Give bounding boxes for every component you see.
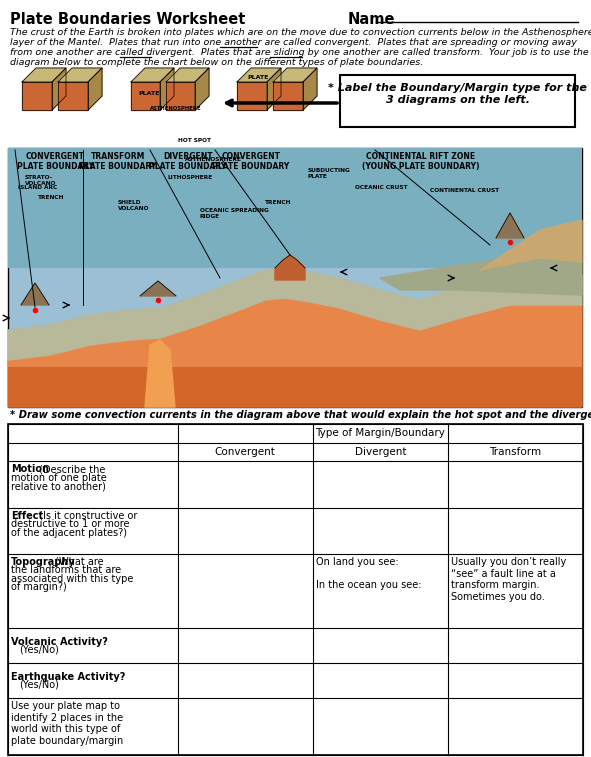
Text: of the adjacent plates?): of the adjacent plates?) bbox=[11, 528, 127, 537]
Text: CONTINENTAL RIFT ZONE
(YOUNG PLATE BOUNDARY): CONTINENTAL RIFT ZONE (YOUNG PLATE BOUND… bbox=[362, 152, 479, 171]
Text: Divergent: Divergent bbox=[355, 447, 406, 456]
Text: CONVERGENT
PLATE BOUNDARY: CONVERGENT PLATE BOUNDARY bbox=[212, 152, 289, 171]
Text: ASTHENOSPHERE: ASTHENOSPHERE bbox=[150, 106, 202, 111]
Text: Motion: Motion bbox=[11, 464, 49, 474]
Polygon shape bbox=[21, 283, 49, 305]
Polygon shape bbox=[496, 213, 524, 238]
Text: Use your plate map to
identify 2 places in the
world with this type of
plate bou: Use your plate map to identify 2 places … bbox=[11, 701, 124, 746]
Text: of margin?): of margin?) bbox=[11, 582, 67, 593]
Polygon shape bbox=[8, 298, 582, 407]
Text: associated with this type: associated with this type bbox=[11, 574, 134, 584]
Text: STRATO-
VOLCANO: STRATO- VOLCANO bbox=[25, 175, 56, 185]
Text: CONVERGENT
PLATE BOUNDARY: CONVERGENT PLATE BOUNDARY bbox=[17, 152, 94, 171]
Text: TRANSFORM
PLATE BOUNDARY: TRANSFORM PLATE BOUNDARY bbox=[79, 152, 156, 171]
Text: PLATE: PLATE bbox=[138, 91, 160, 96]
Polygon shape bbox=[88, 68, 102, 110]
Bar bbox=[8, 367, 582, 407]
Polygon shape bbox=[131, 68, 174, 82]
Polygon shape bbox=[275, 255, 305, 280]
Bar bbox=[8, 148, 582, 268]
Polygon shape bbox=[58, 82, 88, 110]
Polygon shape bbox=[22, 82, 52, 110]
Polygon shape bbox=[22, 68, 66, 82]
Polygon shape bbox=[131, 82, 160, 110]
Text: relative to another): relative to another) bbox=[11, 481, 106, 491]
Polygon shape bbox=[58, 68, 102, 82]
Text: The crust of the Earth is broken into plates which are on the move due to convec: The crust of the Earth is broken into pl… bbox=[10, 28, 591, 37]
Text: HOT SPOT: HOT SPOT bbox=[178, 138, 211, 143]
Text: On land you see:

In the ocean you see:: On land you see: In the ocean you see: bbox=[316, 557, 421, 590]
Polygon shape bbox=[273, 68, 317, 82]
Text: (Is it constructive or: (Is it constructive or bbox=[35, 510, 137, 521]
Polygon shape bbox=[303, 68, 317, 110]
Text: Plate Boundaries Worksheet: Plate Boundaries Worksheet bbox=[10, 12, 245, 27]
Text: Name: Name bbox=[348, 12, 395, 27]
Polygon shape bbox=[52, 68, 66, 110]
Text: ASTHENOSPHERE: ASTHENOSPHERE bbox=[185, 157, 242, 162]
Text: (Yes/No): (Yes/No) bbox=[19, 645, 59, 655]
Polygon shape bbox=[237, 82, 267, 110]
Polygon shape bbox=[140, 281, 176, 296]
Text: motion of one plate: motion of one plate bbox=[11, 472, 107, 483]
Text: PLATE: PLATE bbox=[247, 75, 268, 80]
Text: Usually you don’t really
“see” a fault line at a
transform margin.
Sometimes you: Usually you don’t really “see” a fault l… bbox=[451, 557, 566, 602]
Text: TRENCH: TRENCH bbox=[265, 200, 291, 205]
Text: LITHOSPHERE: LITHOSPHERE bbox=[168, 175, 213, 180]
Text: diagram below to complete the chart below on the different types of plate bounda: diagram below to complete the chart belo… bbox=[10, 58, 423, 67]
Text: * Draw some convection currents in the diagram above that would explain the hot : * Draw some convection currents in the d… bbox=[10, 410, 591, 420]
FancyBboxPatch shape bbox=[340, 75, 575, 127]
Polygon shape bbox=[273, 82, 303, 110]
Text: Effect: Effect bbox=[11, 510, 43, 521]
Polygon shape bbox=[160, 68, 174, 110]
Text: OCEANIC SPREADING
RIDGE: OCEANIC SPREADING RIDGE bbox=[200, 208, 269, 219]
Polygon shape bbox=[267, 68, 281, 110]
Text: the landforms that are: the landforms that are bbox=[11, 565, 121, 575]
Text: (Yes/No): (Yes/No) bbox=[19, 680, 59, 690]
Text: DIVERGENT
PLATE BOUNDARY: DIVERGENT PLATE BOUNDARY bbox=[149, 152, 226, 171]
Text: Topography: Topography bbox=[11, 557, 76, 567]
Polygon shape bbox=[145, 340, 175, 407]
Text: (Describe the: (Describe the bbox=[35, 464, 105, 474]
Text: OCEANIC CRUST: OCEANIC CRUST bbox=[355, 185, 408, 190]
Polygon shape bbox=[166, 82, 195, 110]
Text: CONTINENTAL CRUST: CONTINENTAL CRUST bbox=[430, 188, 499, 193]
Text: SUBDUCTING
PLATE: SUBDUCTING PLATE bbox=[308, 168, 350, 179]
Polygon shape bbox=[380, 258, 582, 295]
Bar bbox=[8, 148, 582, 407]
Text: Volcanic Activity?: Volcanic Activity? bbox=[11, 637, 108, 646]
Text: Transform: Transform bbox=[489, 447, 541, 456]
Text: from one another are called divergent.  Plates that are sliding by one another a: from one another are called divergent. P… bbox=[10, 48, 589, 57]
Polygon shape bbox=[8, 268, 582, 360]
Text: SHIELD
VOLCANO: SHIELD VOLCANO bbox=[118, 200, 150, 210]
Text: layer of the Mantel.  Plates that run into one another are called convergent.  P: layer of the Mantel. Plates that run int… bbox=[10, 38, 577, 47]
Text: * Label the Boundary/Margin type for the
3 diagrams on the left.: * Label the Boundary/Margin type for the… bbox=[328, 83, 587, 104]
Polygon shape bbox=[480, 220, 582, 270]
Text: ISLAND ARC: ISLAND ARC bbox=[18, 185, 57, 190]
Polygon shape bbox=[237, 68, 281, 82]
Text: TRENCH: TRENCH bbox=[38, 195, 64, 200]
Text: Convergent: Convergent bbox=[215, 447, 275, 456]
Text: Earthquake Activity?: Earthquake Activity? bbox=[11, 671, 125, 682]
Polygon shape bbox=[195, 68, 209, 110]
Polygon shape bbox=[166, 68, 209, 82]
Text: (What are: (What are bbox=[52, 557, 103, 567]
Text: destructive to 1 or more: destructive to 1 or more bbox=[11, 519, 129, 529]
Text: Type of Margin/Boundary: Type of Margin/Boundary bbox=[316, 428, 445, 438]
Bar bbox=[8, 424, 583, 755]
